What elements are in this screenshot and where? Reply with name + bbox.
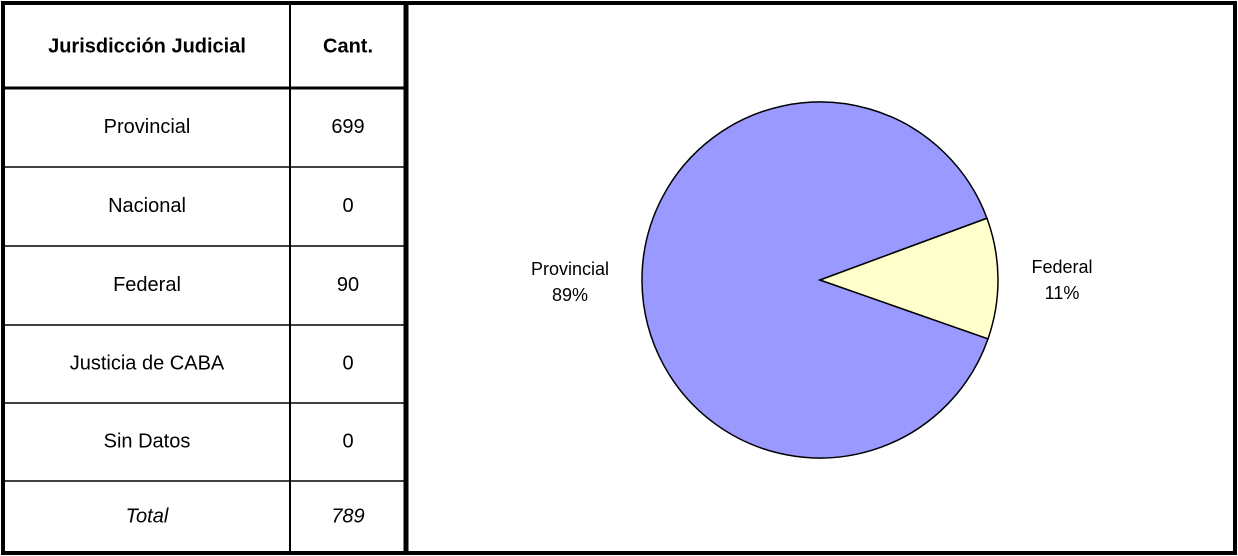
total-cell: 789 xyxy=(331,505,364,527)
slice-value-label: 11% xyxy=(1045,283,1080,303)
pie-slice xyxy=(817,217,999,340)
cell: Federal xyxy=(113,274,181,296)
table: Jurisdicción Judicial Cant. Provincial 699 N… xyxy=(3,35,406,527)
cell: Provincial xyxy=(104,116,191,138)
header-cell: Jurisdicción Judicial xyxy=(48,35,246,57)
slice-label: Provincial xyxy=(531,259,609,279)
total-cell: Total xyxy=(126,505,169,527)
header-cell: Cant. xyxy=(323,35,373,57)
slice-label: Federal xyxy=(1031,257,1092,277)
cell: 0 xyxy=(342,430,353,452)
cell: 90 xyxy=(337,274,359,296)
slice-value-label: 89% xyxy=(552,285,588,305)
cell: 699 xyxy=(331,116,364,138)
cell: 0 xyxy=(342,195,353,217)
cell: Nacional xyxy=(108,195,186,217)
cell: Justicia de CABA xyxy=(70,352,225,374)
pie-slice xyxy=(641,101,989,459)
pie-chart: Provincial 89% Federal 11% xyxy=(531,101,1093,459)
cell: 0 xyxy=(342,352,353,374)
cell: Sin Datos xyxy=(104,430,191,452)
